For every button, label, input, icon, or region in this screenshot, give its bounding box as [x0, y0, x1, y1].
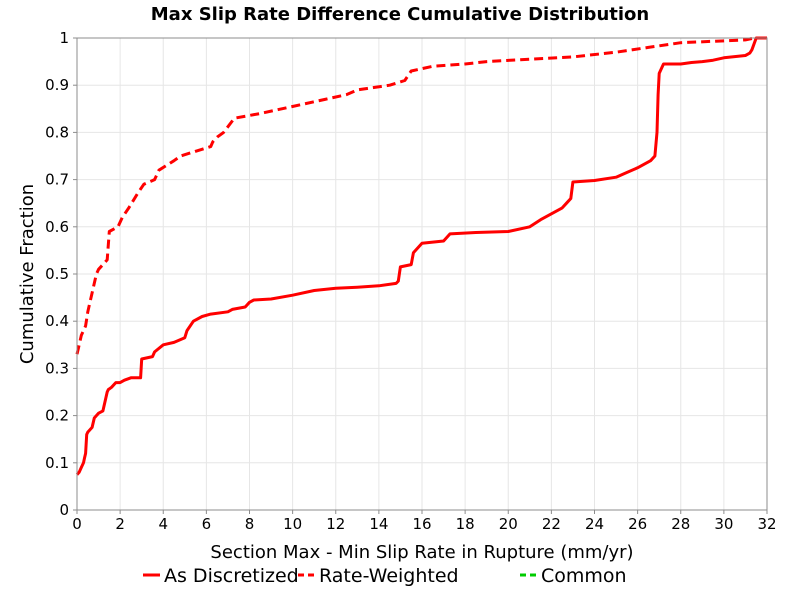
y-tick-label: 0.4	[45, 312, 69, 330]
x-tick-label: 14	[369, 515, 388, 533]
x-tick-label: 6	[202, 515, 212, 533]
legend: As Discretized Rate-Weighted Common	[143, 565, 627, 587]
series-line-0	[75, 36, 767, 476]
grid	[76, 37, 768, 511]
x-tick-label: 20	[499, 515, 518, 533]
y-tick-label: 0.6	[45, 218, 69, 236]
x-tick-label: 8	[245, 515, 255, 533]
series-line-1	[75, 36, 767, 355]
x-tick-label: 16	[412, 515, 431, 533]
x-tick-label: 12	[326, 515, 345, 533]
y-tick-label: 0.8	[45, 123, 69, 141]
y-tick-label: 0.7	[45, 171, 69, 189]
y-tick-label: 0.2	[45, 407, 69, 425]
x-tick-label: 24	[585, 515, 604, 533]
plot-series	[75, 36, 767, 476]
x-tick-label: 22	[542, 515, 561, 533]
legend-label: Rate-Weighted	[319, 565, 459, 587]
y-tick-label: 0.1	[45, 454, 69, 472]
x-tick-label: 18	[456, 515, 475, 533]
x-tick-label: 2	[115, 515, 125, 533]
legend-label: As Discretized	[164, 565, 299, 587]
axis-ticks: 0 2 4 6 8 10 12 14 16 18 20 22 24 26 28 30 3200.10.20.30…	[45, 29, 776, 533]
x-tick-label: 30	[714, 515, 733, 533]
y-tick-label: 0.3	[45, 359, 69, 377]
x-axis-label: Section Max - Min Slip Rate in Rupture (…	[210, 542, 633, 563]
x-tick-label: 4	[158, 515, 168, 533]
chart-title: Max Slip Rate Difference Cumulative Dist…	[151, 4, 649, 25]
x-tick-label: 32	[757, 515, 776, 533]
x-tick-label: 28	[671, 515, 690, 533]
x-tick-label: 26	[628, 515, 647, 533]
y-axis-label: Cumulative Fraction	[17, 184, 38, 364]
x-tick-label: 10	[283, 515, 302, 533]
y-tick-label: 0.9	[45, 76, 69, 94]
x-tick-label: 0	[72, 515, 82, 533]
y-tick-label: 1	[59, 29, 69, 47]
legend-label: Common	[541, 565, 627, 587]
y-tick-label: 0.5	[45, 265, 69, 283]
y-tick-label: 0	[59, 501, 69, 519]
